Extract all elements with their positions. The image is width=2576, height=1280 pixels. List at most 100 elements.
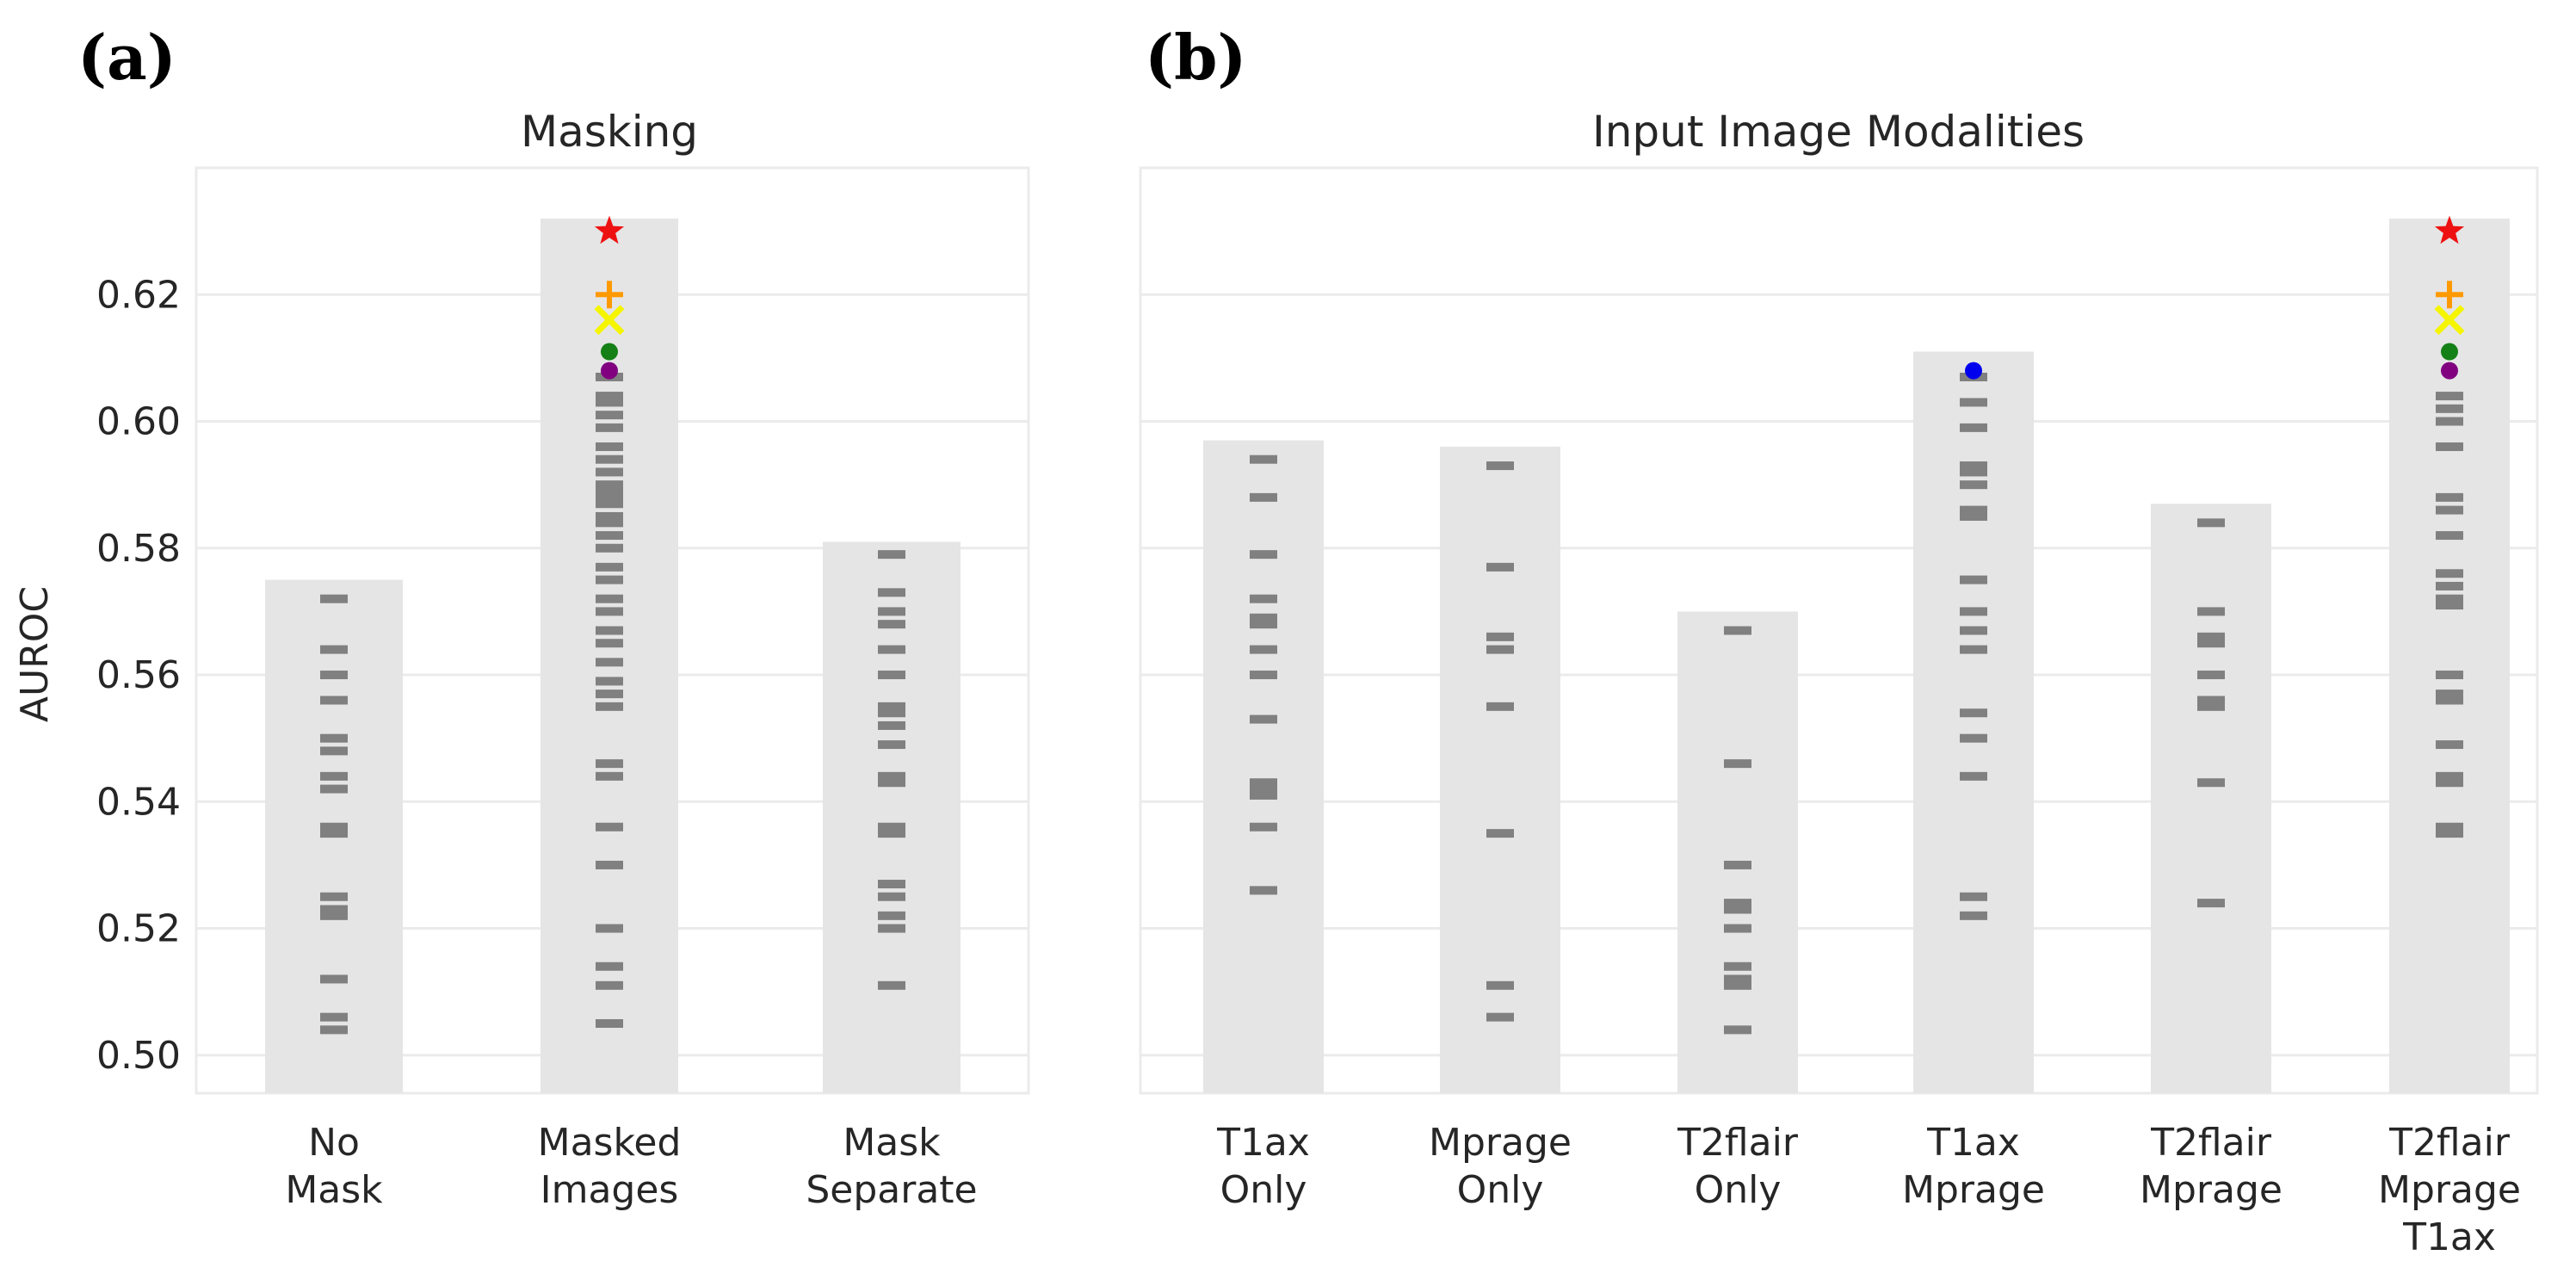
data-point — [596, 518, 623, 528]
data-point — [596, 962, 623, 971]
data-point — [878, 892, 905, 901]
data-point — [2436, 505, 2463, 515]
data-point — [1250, 671, 1277, 680]
data-point — [596, 771, 623, 781]
data-point — [1960, 645, 1987, 654]
data-point — [596, 562, 623, 572]
data-point — [596, 467, 623, 477]
x-tick-label: T1ax Mprage — [1902, 1121, 2045, 1212]
data-point — [2197, 607, 2225, 616]
x-marker — [2434, 305, 2465, 336]
data-point — [596, 1019, 623, 1029]
data-point — [596, 677, 623, 686]
data-point — [2436, 581, 2463, 591]
data-point — [1250, 886, 1277, 895]
data-point — [320, 746, 348, 756]
x-tick-label: No Mask — [285, 1121, 383, 1212]
data-point — [596, 658, 623, 667]
data-point — [1960, 892, 1987, 901]
data-point — [596, 454, 623, 464]
data-point — [596, 492, 623, 502]
y-tick-label: 0.58 — [96, 527, 181, 571]
data-point — [320, 822, 348, 832]
data-point — [596, 531, 623, 541]
data-point — [2197, 518, 2225, 528]
data-point — [1724, 962, 1751, 971]
data-point — [1960, 511, 1987, 521]
data-point — [1960, 708, 1987, 718]
data-point — [596, 486, 623, 496]
data-point — [1486, 461, 1514, 471]
panel-a-letter: (a) — [77, 21, 176, 94]
data-point — [596, 511, 623, 521]
data-point — [1960, 575, 1987, 584]
data-point — [320, 645, 348, 654]
best-star-marker — [594, 215, 625, 244]
data-point — [2436, 392, 2463, 401]
data-point — [320, 1012, 348, 1022]
data-point — [1724, 980, 1751, 990]
y-tick-label: 0.62 — [96, 273, 181, 317]
data-point — [878, 740, 905, 750]
data-point — [2197, 899, 2225, 908]
panel-b-letter: (b) — [1145, 21, 1246, 94]
data-point — [2197, 778, 2225, 788]
y-tick-label: 0.50 — [96, 1034, 181, 1078]
data-point — [878, 911, 905, 920]
data-point — [1724, 759, 1751, 769]
data-point — [596, 626, 623, 635]
data-point — [320, 1025, 348, 1035]
x-tick-label: Masked Images — [538, 1121, 682, 1212]
data-point — [1250, 550, 1277, 560]
x-tick-label: Mprage Only — [1429, 1121, 1572, 1212]
data-point — [2436, 601, 2463, 610]
data-point — [878, 771, 905, 781]
y-tick-label: 0.60 — [96, 400, 181, 444]
data-point — [1486, 562, 1514, 572]
data-point — [1960, 461, 1987, 471]
data-point — [1250, 492, 1277, 502]
data-point — [1250, 454, 1277, 464]
x-tick-label: T1ax Only — [1216, 1121, 1310, 1212]
data-point — [596, 822, 623, 832]
data-point — [2436, 569, 2463, 578]
panel-b-points — [1250, 215, 2465, 1035]
data-point — [878, 822, 905, 832]
x-tick-label: Mask Separate — [806, 1121, 977, 1212]
data-point — [1486, 702, 1514, 711]
data-point — [596, 980, 623, 990]
x-marker — [594, 305, 625, 336]
data-point — [2197, 639, 2225, 648]
data-point — [878, 708, 905, 718]
data-point — [878, 778, 905, 788]
data-point — [1960, 480, 1987, 490]
data-point — [320, 892, 348, 901]
data-point — [2436, 417, 2463, 426]
dot-marker — [2441, 343, 2458, 361]
data-point — [1250, 784, 1277, 794]
data-point — [596, 442, 623, 451]
data-point — [1960, 423, 1987, 432]
data-point — [596, 924, 623, 933]
data-point — [2197, 702, 2225, 711]
data-point — [596, 594, 623, 603]
data-point — [320, 696, 348, 705]
data-point — [2436, 696, 2463, 705]
data-point — [1486, 1012, 1514, 1022]
x-tick-label: T2flair Only — [1677, 1121, 1799, 1212]
data-point — [2436, 740, 2463, 750]
data-point — [2436, 492, 2463, 502]
data-point — [320, 671, 348, 680]
data-point — [2436, 404, 2463, 413]
data-point — [1724, 905, 1751, 914]
data-point — [596, 480, 623, 490]
panel-b-gridlines — [1140, 293, 2537, 1057]
data-point — [878, 607, 905, 616]
data-point — [1724, 626, 1751, 635]
panel-b-title: Input Image Modalities — [1592, 107, 2085, 157]
data-point — [2436, 822, 2463, 832]
data-point — [2436, 689, 2463, 699]
data-point — [2436, 829, 2463, 838]
data-point — [1250, 613, 1277, 622]
